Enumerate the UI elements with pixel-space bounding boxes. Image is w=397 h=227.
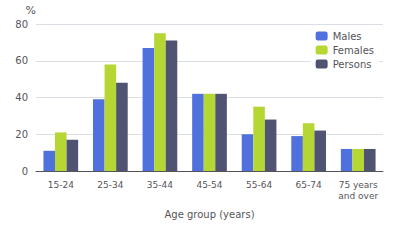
svg-text:45-54: 45-54 xyxy=(196,180,222,190)
svg-text:Females: Females xyxy=(333,45,374,56)
svg-text:60: 60 xyxy=(15,55,28,66)
svg-text:75 years: 75 years xyxy=(339,180,378,190)
svg-text:0: 0 xyxy=(22,166,28,177)
svg-text:15-24: 15-24 xyxy=(48,180,74,190)
svg-text:Males: Males xyxy=(333,31,362,42)
svg-text:%: % xyxy=(26,4,36,17)
svg-text:Age group (years): Age group (years) xyxy=(164,209,254,220)
svg-text:Persons: Persons xyxy=(333,59,372,70)
svg-text:and over: and over xyxy=(338,191,378,201)
svg-text:20: 20 xyxy=(15,129,28,140)
svg-text:40: 40 xyxy=(15,92,28,103)
svg-text:25-34: 25-34 xyxy=(97,180,123,190)
svg-text:65-74: 65-74 xyxy=(296,180,322,190)
svg-text:80: 80 xyxy=(15,19,28,30)
svg-text:35-44: 35-44 xyxy=(147,180,173,190)
svg-text:55-64: 55-64 xyxy=(246,180,272,190)
